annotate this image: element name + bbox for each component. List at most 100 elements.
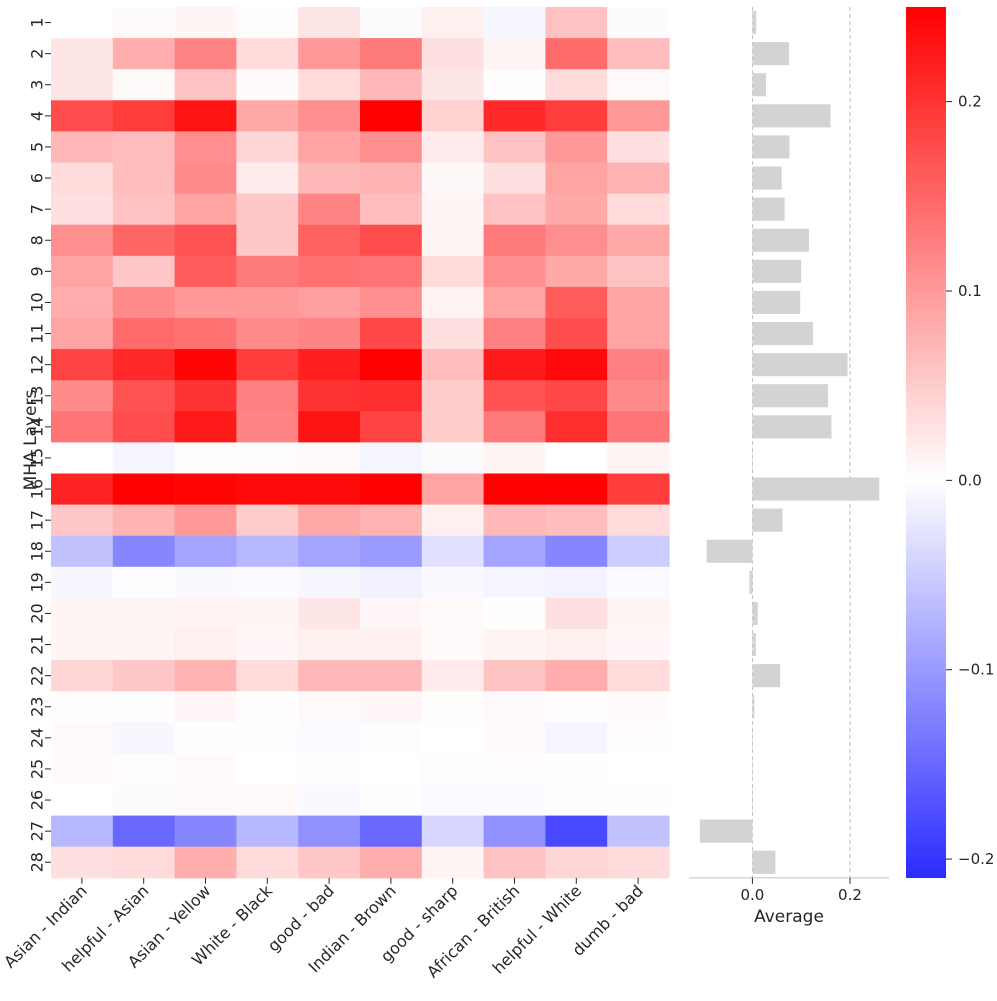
heatmap-cell [236, 349, 299, 381]
heatmap-cell [51, 131, 114, 164]
heatmap-cell [236, 660, 299, 692]
heatmap-cell [421, 753, 485, 786]
heatmap-cell [298, 691, 361, 723]
heatmap-cell [360, 380, 423, 412]
heatmap-cell [421, 691, 485, 723]
heatmap-cell [298, 753, 361, 786]
heatmap-cell [51, 846, 114, 879]
heatmap-cell [607, 535, 670, 568]
heatmap-cell [421, 38, 485, 70]
heatmap-cell [545, 193, 608, 226]
heatmap-cell [298, 846, 361, 879]
heatmap-cell [483, 162, 546, 195]
heatmap-cell [112, 380, 176, 412]
heatmap-cell [607, 224, 670, 257]
heatmap-cell [51, 535, 114, 568]
heatmap-cell [421, 597, 485, 630]
heatmap-cell [51, 722, 114, 754]
heatmap-cell [112, 224, 176, 257]
heatmap-cell [421, 629, 485, 661]
heatmap-cell [236, 38, 299, 70]
colorbar-tick-label: −0.1 [958, 661, 994, 679]
heatmap-cell [360, 815, 423, 848]
heatmap-cell [545, 100, 608, 132]
heatmap-cell [360, 286, 423, 319]
heatmap-cell [607, 69, 670, 101]
heatmap-cell [607, 566, 670, 599]
heatmap-cell [483, 629, 546, 661]
heatmap-cell [360, 411, 423, 443]
heatmap-cell [51, 504, 114, 537]
colorbar-gradient [906, 7, 946, 878]
heatmap-cell [607, 100, 670, 132]
average-bar [752, 322, 813, 346]
heatmap-row-label: 7 [28, 204, 47, 214]
heatmap-cell [112, 597, 176, 630]
heatmap-cell [483, 380, 546, 412]
heatmap-row-label: 1 [28, 17, 47, 27]
heatmap-cell [298, 722, 361, 754]
heatmap-cell [421, 224, 485, 257]
heatmap-cell [545, 349, 608, 381]
heatmap-cell [545, 411, 608, 443]
heatmap-cell [421, 100, 485, 132]
heatmap-row-label: 21 [28, 634, 47, 654]
average-bar [752, 757, 753, 781]
heatmap-cell [360, 473, 423, 506]
average-bar [752, 166, 782, 190]
heatmap-cell [298, 815, 361, 848]
heatmap-cell [607, 504, 670, 537]
average-bar [752, 850, 776, 874]
heatmap-cell [607, 380, 670, 412]
heatmap-cell [483, 131, 546, 164]
heatmap-row-label: 2 [28, 49, 47, 59]
heatmap-cell [112, 784, 176, 817]
heatmap-cell [483, 660, 546, 692]
heatmap-cell [421, 411, 485, 443]
heatmap-cell [112, 566, 176, 599]
heatmap-cell [483, 7, 546, 39]
heatmap-cell [298, 784, 361, 817]
heatmap-cell [483, 473, 546, 506]
heatmap-cell [360, 660, 423, 692]
heatmap-cell [236, 629, 299, 661]
heatmap-cell [236, 566, 299, 599]
heatmap-cell [545, 722, 608, 754]
heatmap-cell [236, 784, 299, 817]
heatmap-cell [174, 100, 237, 132]
heatmap-cell [236, 691, 299, 723]
heatmap-cell [112, 442, 176, 475]
heatmap-cell [483, 504, 546, 537]
heatmap-cell [174, 131, 237, 164]
heatmap-cell [236, 504, 299, 537]
heatmap-cell [236, 69, 299, 101]
heatmap-cell [112, 193, 176, 226]
heatmap-cell [545, 380, 608, 412]
average-bar [752, 73, 767, 97]
heatmap-row-label: 18 [28, 541, 47, 561]
heatmap-cell [483, 318, 546, 350]
heatmap-cell [236, 846, 299, 879]
colorbar [906, 7, 946, 878]
heatmap-cell [112, 131, 176, 164]
heatmap-cell [607, 286, 670, 319]
heatmap-cell [545, 255, 608, 288]
heatmap-cell [51, 753, 114, 786]
heatmap-cell [483, 69, 546, 101]
heatmap-cell [298, 660, 361, 692]
heatmap-cell [236, 380, 299, 412]
heatmap-row-label: 9 [28, 266, 47, 276]
heatmap-cell [51, 38, 114, 70]
heatmap-cell [360, 846, 423, 879]
heatmap-cell [483, 286, 546, 319]
heatmap-cell [298, 224, 361, 257]
heatmap-cell [545, 597, 608, 630]
heatmap-cell [298, 69, 361, 101]
heatmap-cell [360, 535, 423, 568]
heatmap-cell [174, 380, 237, 412]
heatmap-row-label: 12 [28, 354, 47, 374]
colorbar-tick-label: 0.2 [958, 93, 982, 111]
heatmap-cell [112, 411, 176, 443]
heatmap-cell [607, 442, 670, 475]
